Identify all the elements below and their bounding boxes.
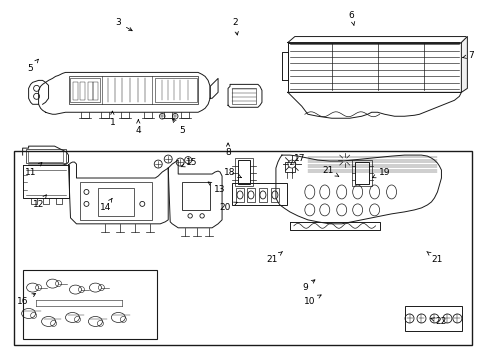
Bar [14,151,471,345]
Bar [351,160,371,186]
Text: 11: 11 [25,163,42,176]
Text: 21: 21 [265,252,282,264]
Text: 5: 5 [28,59,38,73]
Text: 1: 1 [109,111,115,127]
Bar [404,306,462,332]
Bar [155,78,197,102]
Text: 21: 21 [426,252,442,264]
Text: 12: 12 [33,195,46,210]
Bar [81,182,152,220]
Polygon shape [461,37,467,92]
Bar [70,78,100,102]
Bar [98,188,134,216]
Bar [236,188,244,202]
Text: 21: 21 [322,166,338,176]
Text: 8: 8 [224,143,230,157]
Bar [235,158,252,186]
Text: 7: 7 [462,51,473,60]
Bar [27,151,62,162]
Text: 13: 13 [208,182,225,194]
Bar [246,188,254,202]
Bar [22,270,157,339]
Bar [285,162,294,172]
Text: 9: 9 [301,280,314,292]
Text: 15: 15 [181,158,198,167]
Bar [259,188,266,202]
Text: 22: 22 [429,317,446,326]
Polygon shape [287,37,467,42]
Bar [25,149,65,163]
Text: 14: 14 [100,198,112,212]
Bar [88,82,93,100]
Bar [232,88,255,104]
Bar [238,160,249,184]
Bar [354,162,368,184]
Bar [73,82,78,100]
Bar [81,82,85,100]
Text: 3: 3 [115,18,132,31]
Text: 16: 16 [17,293,36,306]
Text: 18: 18 [224,167,241,178]
Bar [68,76,198,104]
Text: 17: 17 [290,154,305,165]
Text: 6: 6 [348,11,354,26]
Bar [182,182,210,210]
Bar [93,82,98,100]
Text: 10: 10 [304,295,321,306]
Bar [270,188,278,202]
Text: 2: 2 [232,18,238,35]
Bar [232,183,286,205]
Text: 4: 4 [135,120,141,135]
Text: 20: 20 [219,202,237,212]
Text: 19: 19 [372,167,389,178]
Text: 5: 5 [172,119,184,135]
